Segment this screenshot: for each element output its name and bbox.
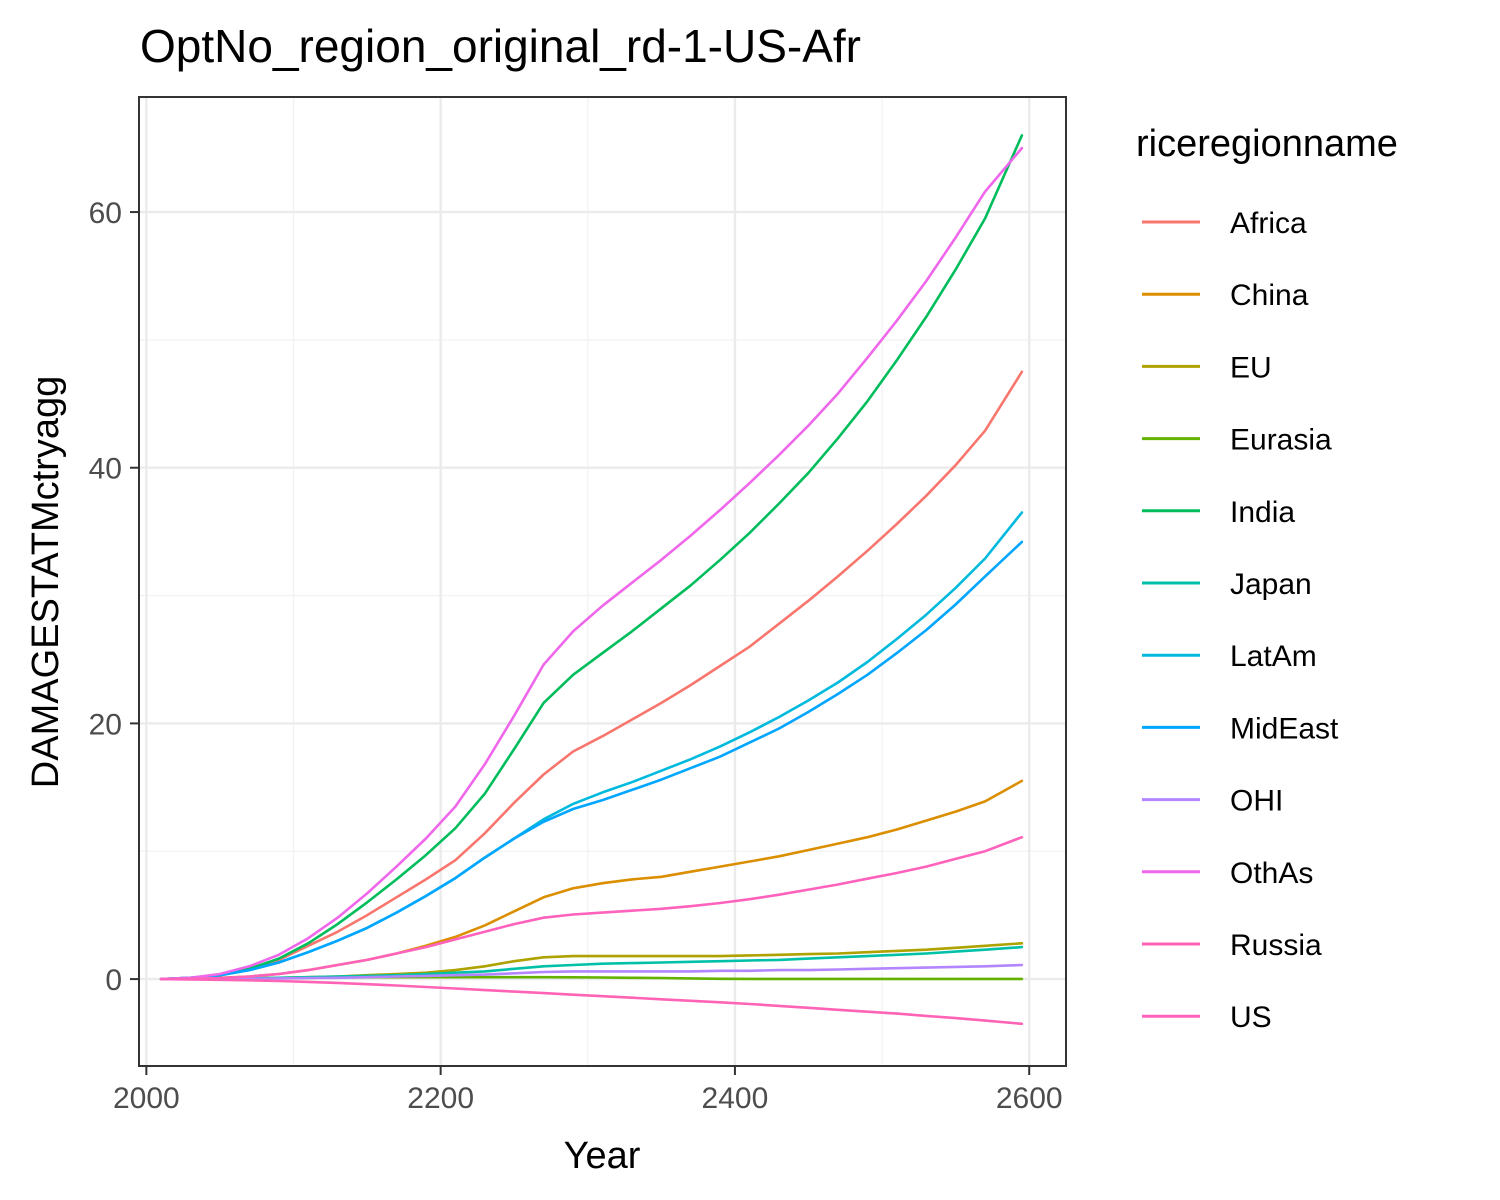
series-line-mideast <box>159 540 1024 981</box>
y-tick-label: 40 <box>89 453 122 486</box>
series-line-us <box>159 835 1024 981</box>
legend-title: riceregionname <box>1136 123 1398 165</box>
series-line-latam <box>159 511 1024 981</box>
y-tick-label: 20 <box>89 708 122 741</box>
legend-label-us: US <box>1230 1001 1272 1034</box>
series-group <box>159 134 1024 1026</box>
plot-panel <box>138 96 1067 1067</box>
legend-label-eu: EU <box>1230 351 1272 384</box>
legend-label-africa: Africa <box>1230 207 1307 240</box>
y-tick-label: 60 <box>89 197 122 230</box>
legend-label-latam: LatAm <box>1230 640 1317 673</box>
legend-label-russia: Russia <box>1230 929 1322 962</box>
y-tick-label: 0 <box>105 964 122 997</box>
x-tick-label: 2200 <box>407 1082 474 1115</box>
series-line-ohi <box>159 963 1024 981</box>
legend-label-japan: Japan <box>1230 568 1312 601</box>
legend-label-india: India <box>1230 496 1295 529</box>
series-line-russia <box>159 977 1024 1026</box>
legend-label-eurasia: Eurasia <box>1230 424 1332 457</box>
axis-ticks: 2000 2200 2400 2600 0 20 40 60 <box>89 197 1063 1115</box>
series-line-othas <box>159 146 1024 981</box>
series-line-africa <box>159 370 1024 981</box>
legend: riceregionname Africa China EU Eurasia India… <box>1136 123 1398 1034</box>
legend-label-china: China <box>1230 279 1309 312</box>
x-tick-label: 2400 <box>702 1082 769 1115</box>
x-tick-label: 2600 <box>996 1082 1063 1115</box>
y-axis-title: DAMAGESTATMctryagg <box>25 376 67 788</box>
legend-label-othas: OthAs <box>1230 857 1313 890</box>
legend-label-mideast: MidEast <box>1230 712 1339 745</box>
grid <box>139 97 1066 1066</box>
legend-label-ohi: OHI <box>1230 785 1283 818</box>
x-tick-label: 2000 <box>113 1082 180 1115</box>
series-line-india <box>159 134 1024 981</box>
x-axis-title: Year <box>564 1135 641 1177</box>
chart-title: OptNo_region_original_rd-1-US-Afr <box>140 20 861 72</box>
